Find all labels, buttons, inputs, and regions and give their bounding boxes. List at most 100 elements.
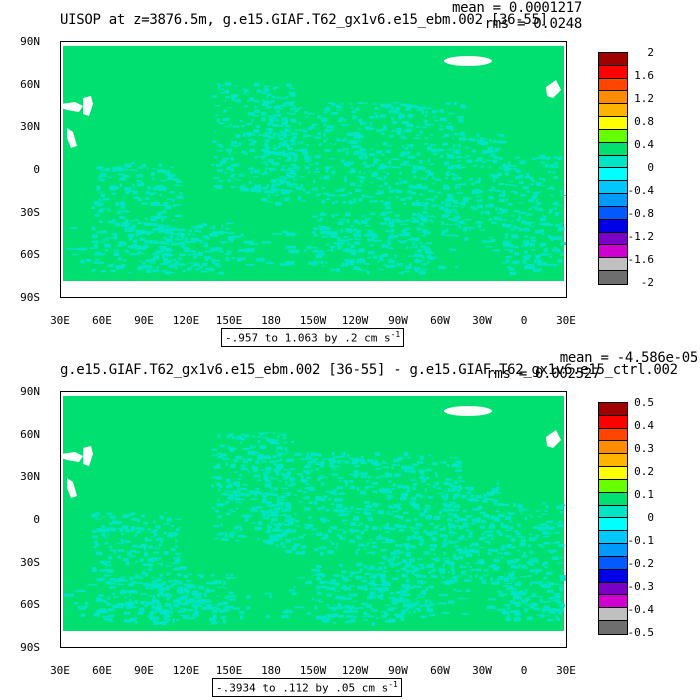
anomaly-cell — [498, 207, 503, 212]
anomaly-cell — [476, 133, 480, 138]
anomaly-cell — [143, 522, 148, 525]
anomaly-cell — [510, 564, 516, 568]
anomaly-cell — [222, 608, 230, 612]
anomaly-cell — [511, 579, 514, 582]
anomaly-cell — [212, 620, 216, 622]
anomaly-cell — [249, 167, 253, 171]
colorbar — [598, 402, 628, 635]
anomaly-cell — [504, 167, 511, 172]
anomaly-cell — [280, 514, 285, 516]
anomaly-cell — [560, 504, 566, 507]
anomaly-cell — [557, 204, 563, 207]
anomaly-cell — [163, 210, 167, 214]
anomaly-cell — [88, 584, 97, 586]
anomaly-cell — [123, 210, 131, 213]
anomaly-cell — [487, 146, 494, 149]
anomaly-cell — [124, 163, 132, 168]
anomaly-cell — [209, 607, 214, 610]
anomaly-cell — [538, 581, 543, 585]
anomaly-cell — [336, 503, 343, 508]
anomaly-cell — [243, 132, 248, 135]
lat-tick-label: 60N — [20, 78, 40, 91]
anomaly-cell — [510, 220, 514, 223]
anomaly-cell — [246, 122, 252, 126]
anomaly-cell — [363, 501, 370, 504]
anomaly-cell — [284, 474, 290, 478]
anomaly-cell — [265, 496, 268, 498]
anomaly-cell — [488, 203, 494, 208]
anomaly-cell — [315, 167, 320, 170]
anomaly-cell — [132, 582, 143, 584]
anomaly-cell — [244, 90, 246, 95]
anomaly-cell — [174, 266, 178, 270]
anomaly-cell — [518, 181, 524, 184]
anomaly-cell — [328, 498, 332, 501]
anomaly-cell — [315, 261, 322, 263]
anomaly-cell — [458, 461, 462, 465]
colorbar-label: -0.2 — [627, 557, 655, 570]
anomaly-cell — [443, 214, 450, 217]
anomaly-cell — [124, 187, 132, 191]
anomaly-cell — [337, 189, 345, 192]
anomaly-cell — [152, 619, 158, 623]
anomaly-cell — [357, 102, 365, 104]
anomaly-cell — [263, 516, 270, 520]
colorbar-label: 1.6 — [634, 69, 654, 82]
anomaly-cell — [264, 190, 271, 193]
anomaly-cell — [399, 241, 406, 244]
anomaly-cell — [491, 537, 494, 541]
anomaly-cell — [221, 225, 224, 229]
anomaly-cell — [381, 153, 385, 156]
anomaly-cell — [361, 544, 369, 547]
anomaly-cell — [490, 153, 495, 157]
anomaly-cell — [350, 168, 354, 172]
anomaly-cell — [367, 568, 374, 571]
anomaly-cell — [405, 546, 410, 551]
anomaly-cell — [164, 512, 167, 514]
anomaly-cell — [405, 128, 412, 132]
anomaly-cell — [130, 526, 135, 530]
anomaly-cell — [386, 172, 390, 176]
anomaly-cell — [325, 519, 330, 522]
anomaly-cell — [152, 599, 160, 604]
anomaly-cell — [378, 566, 383, 570]
anomaly-cell — [262, 510, 265, 513]
anomaly-cell — [538, 596, 543, 598]
anomaly-cell — [554, 531, 561, 534]
anomaly-cell — [468, 535, 473, 538]
anomaly-cell — [122, 216, 126, 219]
anomaly-cell — [354, 471, 358, 476]
anomaly-cell — [468, 228, 471, 231]
anomaly-cell — [223, 99, 227, 102]
anomaly-cell — [334, 190, 338, 192]
anomaly-cell — [539, 222, 547, 226]
anomaly-cell — [491, 488, 499, 492]
anomaly-cell — [503, 551, 510, 556]
anomaly-cell — [241, 125, 245, 128]
anomaly-cell — [380, 213, 386, 216]
anomaly-cell — [151, 581, 156, 584]
anomaly-cell — [433, 153, 438, 156]
anomaly-cell — [382, 460, 386, 464]
anomaly-cell — [359, 122, 366, 126]
anomaly-cell — [433, 515, 440, 520]
anomaly-cell — [552, 236, 563, 240]
anomaly-cell — [135, 560, 138, 564]
anomaly-cell — [518, 508, 523, 512]
anomaly-cell — [163, 202, 169, 205]
anomaly-cell — [405, 519, 411, 522]
anomaly-cell — [120, 576, 126, 578]
anomaly-cell — [224, 89, 229, 94]
anomaly-cell — [418, 470, 422, 474]
anomaly-cell — [317, 478, 321, 481]
anomaly-cell — [235, 501, 243, 504]
anomaly-cell — [425, 504, 431, 508]
anomaly-cell — [216, 482, 221, 487]
anomaly-cell — [275, 544, 279, 547]
anomaly-cell — [229, 238, 234, 243]
anomaly-cell — [340, 188, 346, 190]
anomaly-cell — [302, 188, 305, 192]
anomaly-cell — [135, 233, 138, 237]
anomaly-cell — [305, 464, 312, 467]
anomaly-cell — [543, 562, 548, 565]
